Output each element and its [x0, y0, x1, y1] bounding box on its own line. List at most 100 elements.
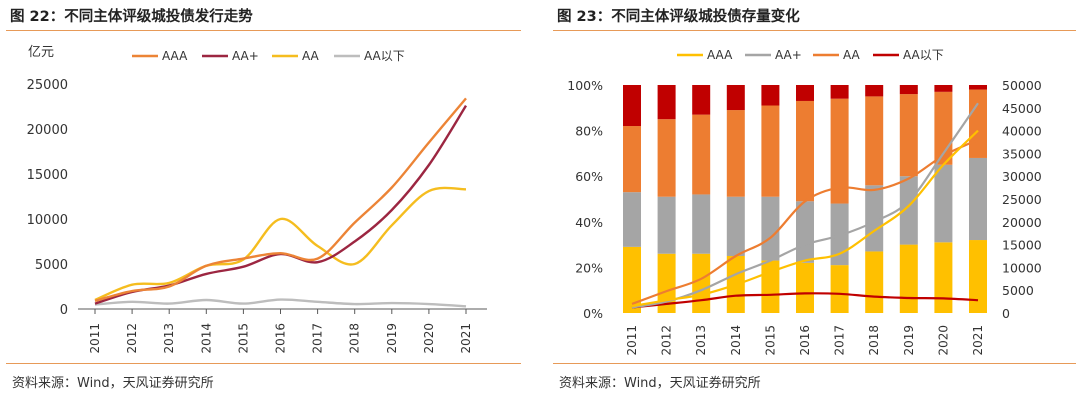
bar-segment-AA+: [692, 194, 711, 254]
bar-segment-AA+: [969, 157, 987, 241]
x-tick-label: 2016: [274, 323, 288, 354]
bar-segment-AAA: [830, 98, 849, 204]
right-y-tick-label: 50000: [1002, 78, 1042, 93]
bar-segment-AA以下: [726, 85, 745, 111]
y-tick-label: 15000: [27, 168, 68, 183]
chart-title: 图 23：不同主体评级城投债存量变化: [557, 9, 800, 25]
legend-label: AA+: [232, 49, 259, 63]
bar-segment-AAA: [657, 119, 676, 197]
x-tick-label: 2013: [162, 323, 176, 354]
x-tick-label: 2019: [902, 325, 916, 356]
y-axis-unit: 亿元: [28, 45, 54, 60]
bar-segment-AA+: [623, 192, 641, 247]
source-note: 资料来源：Wind，天风证券研究所: [12, 376, 214, 391]
bar-segment-AAA: [865, 96, 884, 186]
left-y-tick-label: 20%: [575, 260, 603, 275]
outstanding-combo-chart: 0% 20% 40% 60% 80% 100% 0 5000 10000 15000 20000 25…: [567, 48, 1042, 356]
source-note: 资料来源：Wind，天风证券研究所: [559, 376, 761, 391]
right-y-tick-label: 35000: [1002, 146, 1042, 161]
y-tick-label: 0: [60, 303, 68, 318]
legend-label: AAA: [162, 49, 188, 63]
legend-label: AA以下: [903, 48, 944, 62]
bar-segment-AA以下: [865, 85, 884, 97]
left-y-tick-label: 100%: [567, 78, 603, 93]
bar-segment-AA以下: [761, 85, 780, 106]
bar-segment-AA以下: [830, 85, 849, 99]
bar-segment-AA以下: [692, 85, 711, 115]
bar-segment-AA: [692, 253, 711, 313]
bar-segment-AA以下: [796, 85, 814, 101]
right-y-tick-label: 30000: [1002, 169, 1042, 184]
x-tick-label: 2020: [936, 325, 950, 356]
series-line-AA以下: [94, 298, 467, 308]
series-line-AAA: [94, 97, 467, 303]
bar-segment-AAA: [623, 126, 641, 193]
left-y-tick-label: 40%: [575, 215, 603, 230]
bar-segment-AA以下: [969, 85, 987, 90]
bar-segment-AA+: [934, 164, 953, 243]
bar-segment-AAA: [692, 114, 711, 195]
series-line-AA+: [631, 102, 979, 309]
x-tick-label: 2017: [833, 325, 847, 356]
bar-segment-AA+: [726, 196, 745, 256]
x-tick-label: 2013: [694, 325, 708, 356]
x-tick-label: 2020: [422, 323, 436, 354]
x-tick-label: 2018: [348, 323, 362, 354]
right-y-tick-label: 10000: [1002, 260, 1042, 275]
bar-segment-AA: [934, 242, 953, 313]
legend-label: AA以下: [364, 49, 405, 63]
issuance-line-chart: 亿元 0 5000 10000 15000 20000 25000 2011 2012 2013 2…: [27, 45, 487, 354]
bar-segment-AA: [761, 260, 780, 313]
y-tick-label: 25000: [27, 78, 68, 93]
legend-label: AA: [843, 48, 861, 62]
series-line-AAA: [631, 129, 979, 308]
y-tick-label: 5000: [35, 258, 68, 273]
series-line-AA: [631, 138, 979, 305]
x-tick-label: 2016: [798, 325, 812, 356]
chart-title: 图 22：不同主体评级城投债发行走势: [10, 9, 253, 25]
title-divider: [553, 30, 1076, 31]
bar-segment-AA: [969, 240, 987, 313]
bar-segment-AA以下: [899, 85, 918, 95]
bar-segment-AAA: [761, 105, 780, 197]
x-tick-label: 2018: [867, 325, 881, 356]
left-y-tick-label: 60%: [575, 169, 603, 184]
left-y-tick-label: 0%: [583, 306, 603, 321]
bar-segment-AA: [899, 244, 918, 313]
x-tick-label: 2015: [236, 323, 250, 354]
right-y-tick-label: 0: [1002, 306, 1010, 321]
bar-segment-AA: [623, 246, 641, 313]
bar-segment-AA+: [657, 196, 676, 254]
series-line-AA以下: [631, 292, 979, 309]
left-y-tick-label: 80%: [575, 124, 603, 139]
right-y-tick-label: 25000: [1002, 192, 1042, 207]
legend-label: AAA: [707, 48, 733, 62]
bar-segment-AAA: [899, 94, 918, 177]
x-tick-label: 2012: [125, 323, 139, 354]
bar-segment-AA+: [830, 203, 849, 266]
bar-segment-AA: [657, 253, 676, 313]
source-divider: [6, 363, 521, 364]
bar-segment-AA以下: [934, 85, 953, 92]
x-tick-label: 2019: [385, 323, 399, 354]
x-tick-label: 2015: [763, 325, 777, 356]
legend-label: AA: [302, 49, 320, 63]
right-y-tick-label: 40000: [1002, 124, 1042, 139]
bar-segment-AAA: [969, 89, 987, 158]
bar-segment-AA: [830, 265, 849, 313]
right-y-tick-label: 15000: [1002, 238, 1042, 253]
x-tick-label: 2011: [625, 325, 639, 356]
bar-segment-AA以下: [657, 85, 676, 120]
x-tick-label: 2014: [729, 325, 743, 356]
legend-label: AA+: [775, 48, 802, 62]
x-tick-label: 2014: [199, 323, 213, 354]
bar-segment-AA+: [796, 201, 814, 263]
bar-segment-AAA: [796, 100, 814, 202]
bar-segment-AA: [865, 251, 884, 313]
y-tick-label: 20000: [27, 123, 68, 138]
source-divider: [553, 363, 1076, 364]
x-tick-label: 2021: [459, 323, 473, 354]
bar-segment-AA: [796, 262, 814, 313]
right-y-tick-label: 20000: [1002, 215, 1042, 230]
bar-segment-AAA: [726, 110, 745, 197]
